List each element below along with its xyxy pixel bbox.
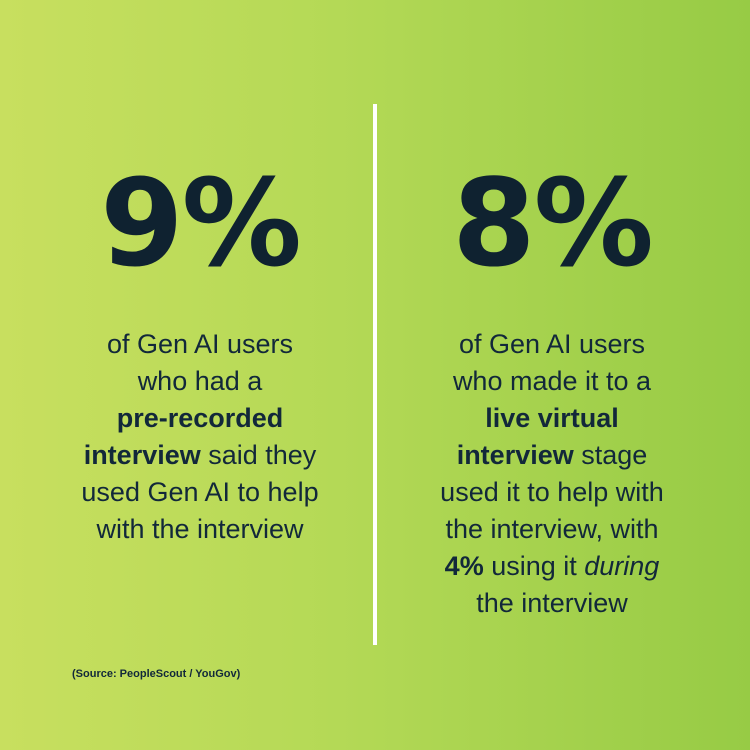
- emphasis-text: interview: [456, 440, 574, 470]
- description-line: of Gen AI users: [458, 329, 646, 359]
- italic-text: during: [584, 551, 660, 581]
- emphasis-text: 4%: [444, 551, 484, 581]
- stat-column-left: 9% of Gen AI users who had a pre-recorde…: [40, 150, 360, 548]
- stat-value: 8%: [452, 155, 654, 294]
- stat-description: of Gen AI users who made it to a live vi…: [392, 326, 712, 622]
- description-line: interview said they: [40, 437, 360, 474]
- description-line: who made it to a: [452, 366, 652, 396]
- emphasis-text: interview: [83, 440, 201, 470]
- description-text: stage: [573, 440, 648, 470]
- description-line: live virtual: [392, 400, 712, 437]
- description-line: used it to help with: [440, 477, 664, 507]
- source-caption: (Source: PeopleScout / YouGov): [72, 668, 241, 680]
- stat-value: 9%: [100, 155, 302, 294]
- description-line: used Gen AI to help: [81, 477, 319, 507]
- description-line: of Gen AI users: [106, 329, 294, 359]
- description-line: the interview, with: [445, 514, 659, 544]
- stat-column-right: 8% of Gen AI users who made it to a live…: [392, 150, 712, 622]
- description-line: the interview: [476, 588, 628, 618]
- description-line: 4% using it during: [392, 548, 712, 585]
- description-line: interview stage: [392, 437, 712, 474]
- stat-description: of Gen AI users who had a pre-recorded i…: [40, 326, 360, 548]
- description-line: with the interview: [96, 514, 304, 544]
- emphasis-text: pre-recorded: [116, 403, 284, 433]
- description-line: who had a: [137, 366, 263, 396]
- vertical-divider: [373, 104, 377, 645]
- description-text: using it: [483, 551, 585, 581]
- description-text: said they: [200, 440, 317, 470]
- emphasis-text: live virtual: [485, 403, 619, 433]
- description-line: pre-recorded: [40, 400, 360, 437]
